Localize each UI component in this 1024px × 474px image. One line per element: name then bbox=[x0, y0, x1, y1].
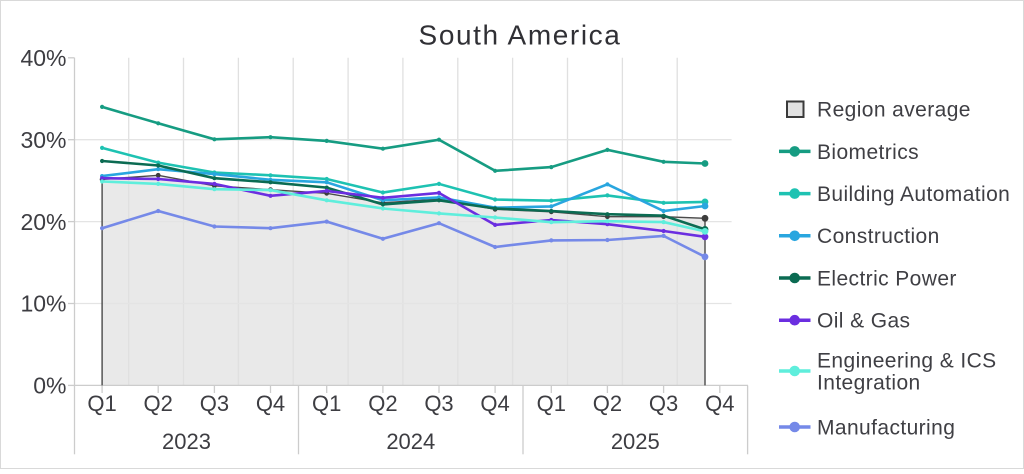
svg-text:Oil & Gas: Oil & Gas bbox=[817, 310, 910, 333]
svg-text:Q1: Q1 bbox=[312, 391, 341, 416]
svg-text:Q1: Q1 bbox=[537, 391, 566, 416]
svg-text:Q3: Q3 bbox=[649, 391, 678, 416]
svg-text:Q3: Q3 bbox=[424, 391, 453, 416]
svg-text:Q1: Q1 bbox=[87, 391, 116, 416]
svg-text:10%: 10% bbox=[20, 291, 66, 317]
svg-text:Q2: Q2 bbox=[593, 391, 622, 416]
svg-text:Manufacturing: Manufacturing bbox=[817, 416, 955, 439]
svg-text:Q4: Q4 bbox=[705, 391, 734, 416]
svg-text:Q2: Q2 bbox=[368, 391, 397, 416]
svg-text:Q2: Q2 bbox=[144, 391, 173, 416]
svg-text:Engineering & ICS: Engineering & ICS bbox=[817, 349, 997, 372]
svg-text:2025: 2025 bbox=[611, 429, 660, 454]
svg-text:2023: 2023 bbox=[162, 429, 211, 454]
svg-text:20%: 20% bbox=[20, 209, 66, 235]
svg-text:Integration: Integration bbox=[817, 371, 921, 394]
svg-text:0%: 0% bbox=[33, 373, 66, 399]
svg-text:Q4: Q4 bbox=[256, 391, 285, 416]
svg-text:40%: 40% bbox=[20, 45, 66, 71]
svg-text:Q4: Q4 bbox=[480, 391, 509, 416]
svg-text:Region average: Region average bbox=[817, 99, 971, 122]
svg-text:30%: 30% bbox=[20, 127, 66, 153]
svg-text:Electric Power: Electric Power bbox=[817, 267, 957, 290]
svg-text:South America: South America bbox=[419, 20, 622, 51]
svg-text:Construction: Construction bbox=[817, 225, 940, 248]
svg-text:Q3: Q3 bbox=[200, 391, 229, 416]
svg-text:Biometrics: Biometrics bbox=[817, 141, 919, 164]
svg-text:Building Automation: Building Automation bbox=[817, 183, 1010, 206]
svg-text:2024: 2024 bbox=[386, 429, 435, 454]
